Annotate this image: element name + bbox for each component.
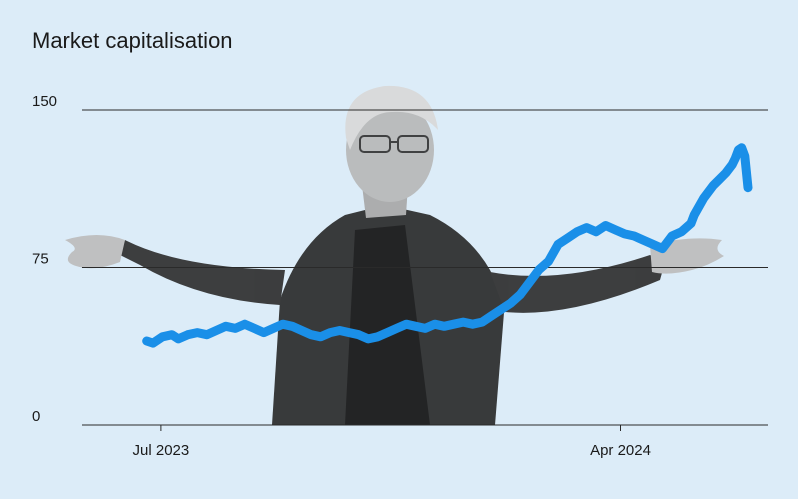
presenter-figure	[65, 85, 724, 425]
figure-glasses-left	[359, 135, 391, 153]
figure-shirt	[345, 225, 430, 425]
x-tick-label-1: Apr 2024	[590, 442, 651, 459]
y-tick-label-150: 150	[32, 93, 57, 110]
x-tick-labels: Jul 2023 Apr 2024	[133, 425, 651, 459]
figure-right-arm	[490, 255, 665, 313]
x-tick-label-0: Jul 2023	[133, 442, 190, 459]
y-tick-label-0: 0	[32, 408, 40, 425]
series-line-market-cap	[142, 143, 753, 348]
figure-glasses-right	[397, 135, 429, 153]
gridlines	[82, 109, 768, 426]
figure-left-hand	[65, 235, 125, 269]
figure-hair	[345, 85, 438, 150]
y-tick-label-75: 75	[32, 251, 49, 268]
chart-title: Market capitalisation	[32, 28, 233, 53]
figure-left-arm	[120, 240, 285, 305]
y-tick-labels: 0 75 150	[32, 93, 57, 425]
